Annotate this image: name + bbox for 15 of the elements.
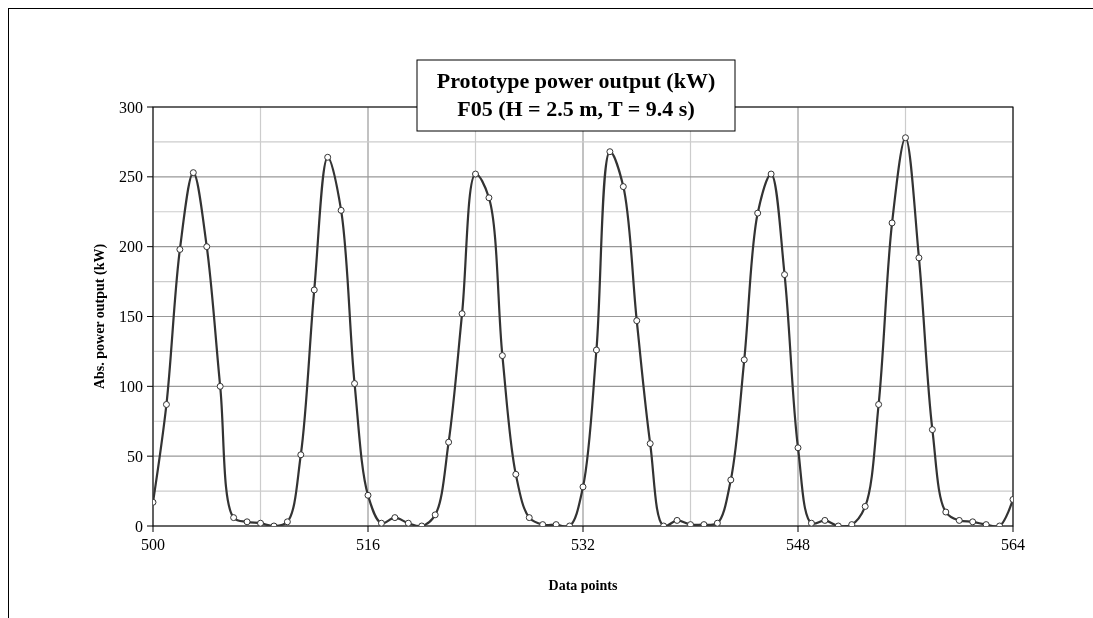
- y-tick-label: 300: [119, 98, 143, 116]
- x-tick-label: 500: [141, 536, 165, 553]
- x-tick-label: 532: [571, 536, 595, 553]
- x-tick-label: 564: [1001, 536, 1025, 553]
- y-tick-label: 150: [119, 308, 143, 326]
- y-tick-label: 50: [127, 447, 143, 465]
- y-tick-label: 250: [119, 168, 143, 186]
- y-tick-label: 100: [119, 377, 143, 395]
- chart-title: Prototype power output (kW) F05 (H = 2.5 m, T = 9.4 s): [436, 68, 716, 121]
- y-tick-label: 0: [135, 517, 143, 535]
- y-tick-label: 200: [119, 238, 143, 256]
- x-tick-label: 548: [786, 536, 810, 553]
- x-axis-title: Data points: [548, 578, 618, 593]
- y-axis-title: Abs. power output (kW): [92, 243, 108, 390]
- x-tick-label: 516: [356, 536, 380, 553]
